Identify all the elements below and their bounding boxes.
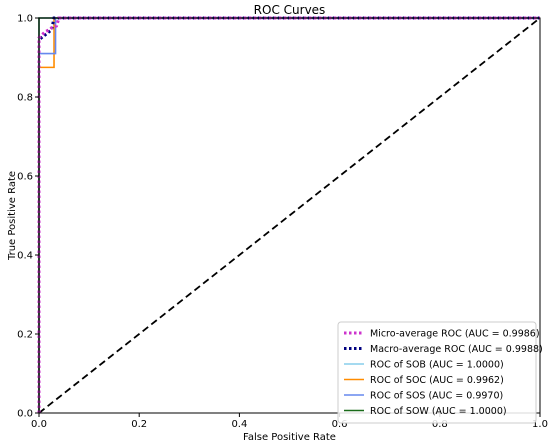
x-tick-label: 0.4 xyxy=(231,419,247,430)
legend-box xyxy=(337,321,537,424)
x-tick-label: 0.6 xyxy=(332,419,348,430)
plot-frame xyxy=(38,17,541,414)
y-tick-label: 0.6 xyxy=(17,172,33,183)
x-tick-label: 0.8 xyxy=(432,419,448,430)
chance-line xyxy=(38,17,541,414)
legend-label: Macro-average ROC (AUC = 0.9988) xyxy=(370,344,543,355)
series-line xyxy=(37,16,540,413)
x-tick-label: 1.0 xyxy=(532,419,548,430)
x-axis-label: False Positive Rate xyxy=(243,432,336,443)
series-line xyxy=(37,16,540,413)
legend-label: ROC of SOW (AUC = 1.0000) xyxy=(370,406,507,417)
y-tick-label: 0.0 xyxy=(17,409,33,420)
x-tick-label: 0.0 xyxy=(31,419,47,430)
legend-label: Micro-average ROC (AUC = 0.9986) xyxy=(370,329,540,340)
y-axis-label: True Positive Rate xyxy=(7,171,18,261)
legend-label: ROC of SOB (AUC = 1.0000) xyxy=(370,360,504,371)
y-tick-label: 0.4 xyxy=(17,251,33,262)
legend-label: ROC of SOC (AUC = 0.9962) xyxy=(370,375,504,386)
y-tick-label: 0.2 xyxy=(17,330,33,341)
legend-label: ROC of SOS (AUC = 0.9970) xyxy=(370,391,503,402)
x-tick-label: 0.2 xyxy=(131,419,147,430)
legend: Micro-average ROC (AUC = 0.9986) Macro-av… xyxy=(337,321,543,424)
y-tick-label: 0.8 xyxy=(17,93,33,104)
y-axis: 0.0 0.2 0.4 0.6 0.8 1.0 xyxy=(17,14,39,420)
chart-title: ROC Curves xyxy=(254,3,326,17)
y-tick-label: 1.0 xyxy=(17,14,33,25)
